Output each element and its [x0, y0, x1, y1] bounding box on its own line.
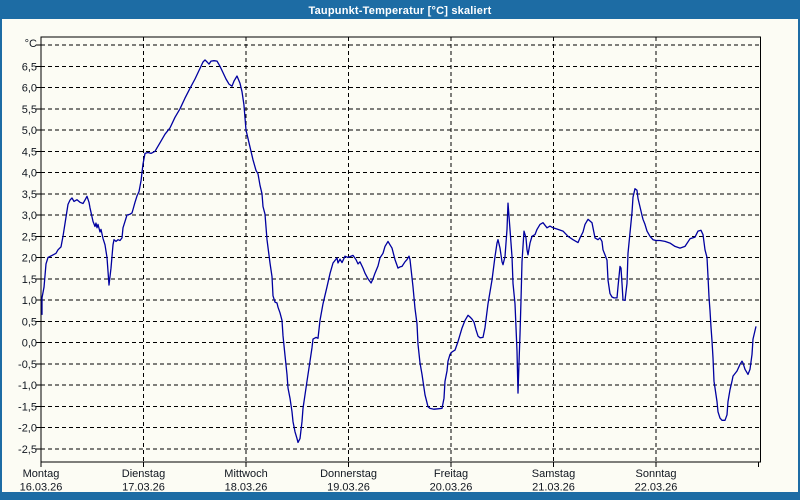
- x-day-label: Montag: [23, 468, 60, 480]
- x-date-label: 20.03.26: [430, 482, 473, 494]
- y-unit-label: °C: [25, 38, 37, 50]
- y-tick-label: 4,5: [22, 146, 37, 158]
- y-tick-label: -1,0: [18, 380, 37, 392]
- y-tick-label: 2,5: [22, 231, 37, 243]
- x-date-label: 16.03.26: [20, 482, 63, 494]
- title-bar: Taupunkt-Temperatur [°C] skaliert: [2, 2, 798, 19]
- bottom-bar: [2, 492, 798, 498]
- y-tick-label: 2,0: [22, 253, 37, 265]
- y-tick-label: -0,5: [18, 359, 37, 371]
- x-day-label: Samstag: [532, 468, 575, 480]
- x-day-label: Sonntag: [636, 468, 677, 480]
- x-day-label: Dienstag: [122, 468, 165, 480]
- x-date-label: 18.03.26: [225, 482, 268, 494]
- y-tick-label: -1,5: [18, 401, 37, 413]
- plot-border: [40, 36, 761, 463]
- x-day-label: Donnerstag: [320, 468, 377, 480]
- y-tick-label: 1,5: [22, 274, 37, 286]
- x-date-label: 19.03.26: [327, 482, 370, 494]
- y-tick-label: 3,5: [22, 189, 37, 201]
- x-date-label: 21.03.26: [532, 482, 575, 494]
- y-tick-label: 1,0: [22, 295, 37, 307]
- y-tick-label: 0,5: [22, 316, 37, 328]
- temperature-line: [41, 59, 757, 444]
- y-tick-label: 0,0: [22, 338, 37, 350]
- y-tick-label: -2,0: [18, 423, 37, 435]
- y-tick-label: 5,0: [22, 125, 37, 137]
- y-tick-label: -2,5: [18, 444, 37, 456]
- y-tick-label: 6,0: [22, 83, 37, 95]
- x-day-label: Mittwoch: [224, 468, 267, 480]
- x-date-label: 17.03.26: [122, 482, 165, 494]
- x-date-label: 22.03.26: [635, 482, 678, 494]
- y-tick-label: 5,5: [22, 104, 37, 116]
- window-title: Taupunkt-Temperatur [°C] skaliert: [308, 4, 492, 17]
- y-tick-label: 4,0: [22, 168, 37, 180]
- y-tick-label: 3,0: [22, 210, 37, 222]
- y-tick-label: 6,5: [22, 61, 37, 73]
- x-day-label: Freitag: [434, 468, 468, 480]
